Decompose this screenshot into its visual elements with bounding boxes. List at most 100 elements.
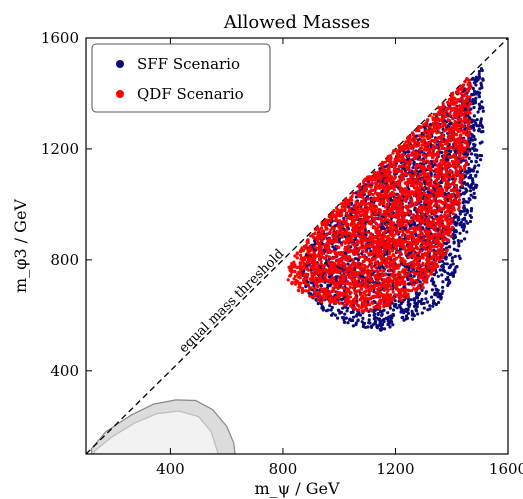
data-point [382, 288, 386, 292]
data-point [358, 255, 362, 259]
data-point [450, 92, 454, 96]
data-point [388, 196, 393, 201]
data-point [341, 286, 345, 290]
data-point [320, 229, 325, 233]
data-point [473, 143, 477, 147]
data-point [414, 295, 419, 299]
data-point [443, 256, 447, 260]
data-point [468, 219, 472, 224]
data-point [378, 286, 383, 290]
data-point [434, 270, 438, 274]
data-point [340, 282, 344, 286]
data-point [324, 309, 329, 313]
data-point [447, 130, 451, 134]
data-point [397, 263, 401, 267]
data-point [360, 320, 364, 324]
data-point [349, 209, 354, 213]
data-point [458, 231, 462, 235]
data-point [461, 119, 465, 123]
data-point [421, 226, 425, 230]
data-point [418, 148, 422, 152]
data-point [353, 243, 357, 247]
data-point [307, 268, 311, 272]
data-point [290, 262, 294, 266]
data-point [349, 318, 353, 323]
data-point [373, 319, 378, 323]
data-point [420, 232, 424, 236]
data-point [325, 233, 329, 237]
data-point [425, 182, 429, 186]
data-point [416, 312, 420, 316]
data-point [412, 186, 416, 190]
data-point [396, 184, 400, 188]
data-point [389, 154, 393, 158]
data-point [470, 152, 474, 156]
data-point [298, 276, 302, 280]
data-point [434, 225, 438, 229]
data-point [472, 123, 476, 127]
data-point [344, 211, 349, 215]
data-point [422, 237, 426, 241]
data-point [374, 221, 378, 225]
data-point [402, 298, 406, 302]
data-point [425, 124, 429, 128]
data-point [339, 251, 343, 255]
data-point [472, 128, 476, 132]
data-point [417, 134, 421, 138]
data-point [450, 259, 454, 263]
data-point [441, 224, 445, 228]
data-point [405, 150, 409, 154]
data-point [434, 174, 438, 178]
data-point [334, 251, 339, 255]
data-point [420, 252, 424, 256]
data-point [475, 170, 479, 174]
data-point [422, 148, 426, 152]
data-point [460, 150, 464, 154]
data-point [338, 301, 342, 305]
data-point [464, 182, 468, 186]
data-point [461, 156, 465, 160]
data-point [384, 174, 388, 178]
data-point [332, 240, 336, 244]
data-point [468, 198, 472, 202]
data-point [324, 291, 329, 295]
data-point [477, 72, 481, 77]
data-point [415, 305, 419, 309]
data-point [405, 295, 409, 299]
data-point [424, 205, 428, 209]
data-point [472, 89, 477, 93]
data-point [391, 230, 395, 234]
data-point [402, 311, 406, 315]
data-point [319, 284, 323, 288]
data-point [332, 231, 336, 235]
data-point [408, 159, 412, 163]
data-point [441, 235, 445, 239]
data-point [404, 199, 408, 203]
data-point [424, 247, 428, 251]
data-point [422, 131, 426, 135]
data-point [395, 306, 399, 310]
data-point [390, 248, 394, 252]
data-point [463, 213, 467, 217]
data-point [382, 308, 386, 312]
data-point [422, 139, 426, 143]
data-point [347, 209, 351, 213]
data-point [376, 311, 380, 316]
data-point [420, 164, 424, 168]
data-point [420, 135, 424, 139]
data-point [415, 134, 419, 138]
data-point [454, 229, 458, 233]
data-point [406, 307, 410, 311]
data-point [370, 181, 374, 185]
data-point [460, 225, 464, 229]
data-point [382, 219, 386, 223]
data-point [417, 210, 421, 214]
data-point [369, 175, 374, 179]
data-point [386, 311, 390, 315]
data-point [361, 254, 365, 258]
data-point [394, 287, 398, 291]
data-point [290, 281, 294, 286]
data-point [408, 276, 413, 280]
data-point [424, 128, 428, 133]
data-point [413, 172, 417, 176]
